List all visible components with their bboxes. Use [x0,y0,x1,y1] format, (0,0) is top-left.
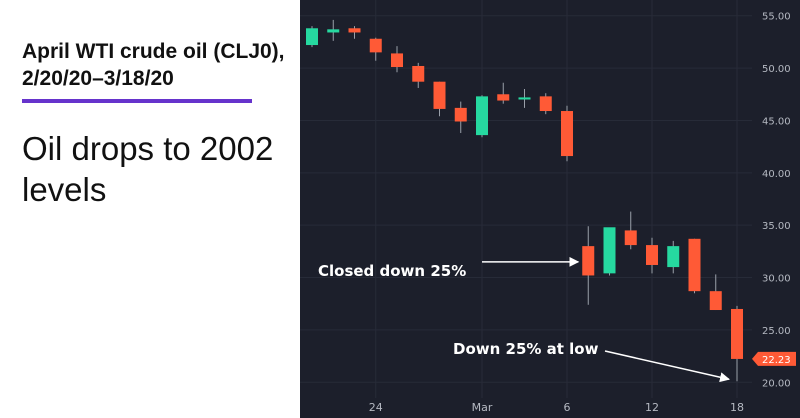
candle-down [391,46,403,73]
x-tick-label: 6 [564,401,571,414]
candle-up [306,26,318,48]
candle-body [412,65,425,82]
candle-down [709,274,722,311]
y-tick-label: 40.00 [762,169,791,180]
candle-down [497,82,510,104]
x-tick-label: 18 [730,401,744,414]
candle-up [518,89,531,108]
candle-body [454,107,467,122]
candle-body [731,308,743,359]
candle-body [476,96,488,136]
candle-up [327,19,340,41]
candle-down [731,305,743,382]
candle-down [646,237,658,274]
candle-up [667,240,680,274]
candle-body [667,246,680,268]
annotation-arrow-down-at-low [604,350,730,383]
candle-down [624,211,637,250]
annotation-closed-down: Closed down 25% [318,262,466,280]
candle-layer [306,19,743,382]
candle-down [369,37,382,61]
grid-layer [300,0,752,398]
y-tick-label: 30.00 [762,274,791,285]
candle-body [497,94,510,101]
candle-body [624,230,637,246]
candle-body [561,111,573,157]
candle-down [348,26,361,39]
y-tick-label: 55.00 [762,12,791,23]
chart-title: April WTI crude oil (CLJ0), 2/20/20–3/18… [22,40,285,90]
candle-down [412,62,425,88]
x-tick-label: Mar [472,401,493,414]
y-tick-label: 35.00 [762,221,791,232]
chart-subtitle: Oil drops to 2002 levels [22,130,274,208]
candle-body [582,246,595,276]
left-panel: April WTI crude oil (CLJ0), 2/20/20–3/18… [0,0,300,418]
candle-body [646,245,658,265]
candle-down [454,101,467,134]
axis-layer: 55.00 50.00 45.00 40.00 35.00 30.00 25.00 20.00… [369,12,796,414]
candle-body [518,97,531,100]
candle-body [709,291,722,311]
y-tick-label: 20.00 [762,378,791,389]
last-price-marker [752,351,796,366]
x-tick-label: 24 [369,401,383,414]
candle-body [433,81,446,109]
candle-down [688,238,701,294]
chart-panel: 55.00 50.00 45.00 40.00 35.00 30.00 25.00 20.00… [300,0,800,418]
candle-down [433,81,446,117]
annotation-layer: Closed down 25% Down 25% at low [318,256,730,383]
y-tick-label: 50.00 [762,64,791,75]
candlestick-chart: 55.00 50.00 45.00 40.00 35.00 30.00 25.00 20.00… [300,0,796,414]
annotation-down-at-low: Down 25% at low [453,340,599,358]
candle-body [369,38,382,53]
candle-body [688,238,701,292]
last-price-label: 22.23 [762,355,791,366]
candle-up [603,227,616,276]
y-tick-label: 45.00 [762,116,791,127]
candle-body [348,28,361,33]
candle-up [476,95,488,138]
title-accent-rule [22,99,252,103]
candle-body [391,53,403,68]
candle-down [539,93,552,115]
candle-body [539,96,552,112]
y-tick-label: 25.00 [762,326,791,337]
candle-down [561,105,573,162]
candle-body [603,227,616,274]
x-tick-label: 12 [645,401,659,414]
candle-body [306,28,318,46]
candle-down [582,226,595,305]
candle-body [327,29,340,33]
